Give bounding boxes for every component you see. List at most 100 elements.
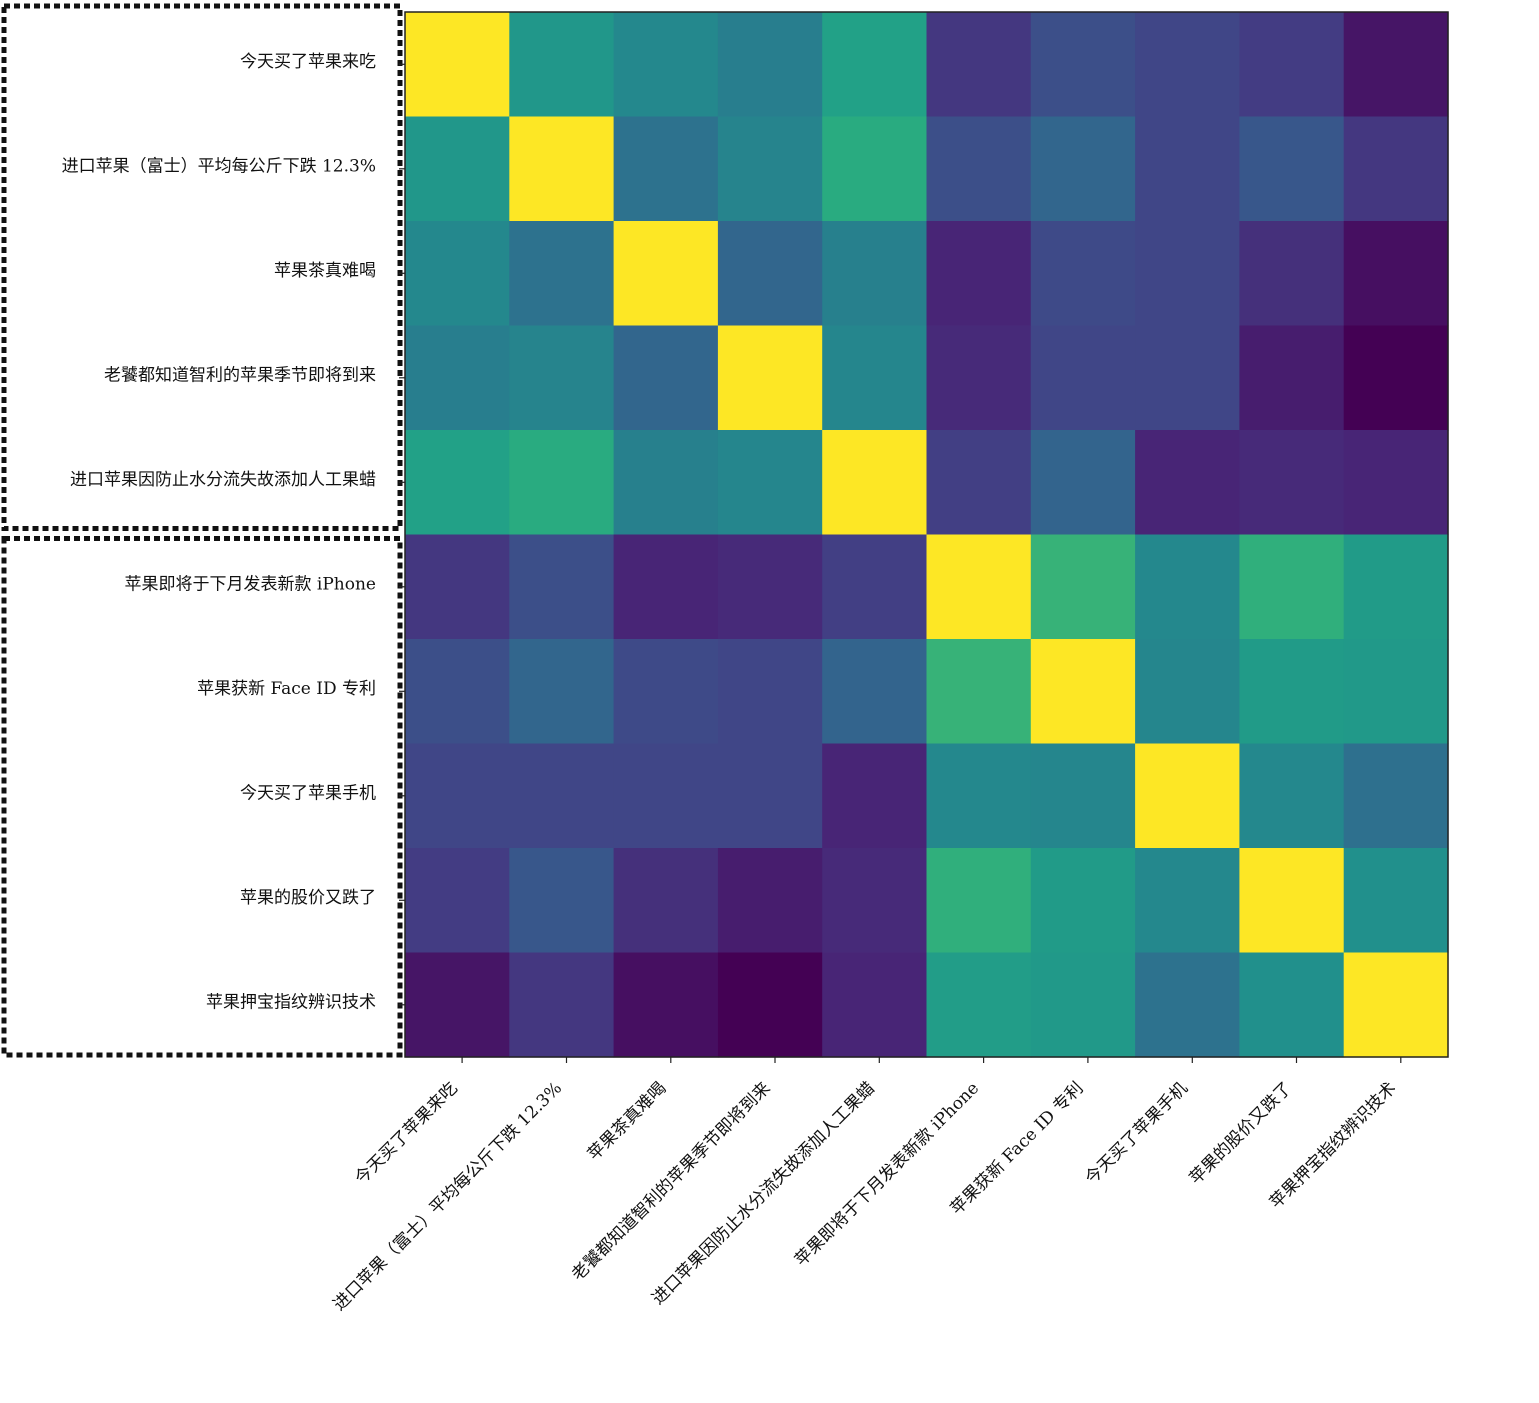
heatmap-cell-r8-c2 [613, 848, 719, 954]
heatmap-cell-r7-c9 [1343, 743, 1449, 849]
heatmap-cell-r0-c1 [509, 12, 615, 118]
y-tick-label-0: 今天买了苹果来吃 [240, 52, 376, 72]
group-box-1 [1, 3, 403, 531]
x-tick-label-8: 苹果的股价又跌了 [1186, 1078, 1296, 1188]
heatmap-cell-r9-c4 [822, 952, 928, 1058]
heatmap-cell-r1-c1 [509, 116, 615, 222]
heatmap-cell-r9-c2 [613, 952, 719, 1058]
heatmap-cell-r5-c4 [822, 534, 928, 640]
heatmap-cell-r3-c4 [822, 325, 928, 431]
heatmap-cell-r6-c2 [613, 639, 719, 745]
heatmap-cell-r8-c5 [926, 848, 1032, 954]
heatmap-cell-r3-c5 [926, 325, 1032, 431]
heatmap-cell-r3-c7 [1135, 325, 1240, 431]
x-tick-label-5: 苹果即将于下月发表新款 iPhone [791, 1078, 983, 1270]
heatmap-cell-r5-c9 [1343, 534, 1449, 640]
heatmap-cell-r0-c9 [1343, 12, 1449, 118]
heatmap-cell-r8-c9 [1343, 848, 1449, 954]
heatmap-cell-r9-c1 [509, 952, 615, 1058]
heatmap-cell-r7-c0 [405, 743, 510, 849]
heatmap-cell-r1-c5 [926, 116, 1032, 222]
heatmap-cell-r6-c9 [1343, 639, 1449, 745]
heatmap-cell-r7-c3 [717, 743, 823, 849]
heatmap-cell-r8-c8 [1239, 848, 1345, 954]
heatmap-cell-r1-c3 [717, 116, 823, 222]
heatmap-cell-r2-c8 [1239, 221, 1345, 327]
heatmap-cell-r5-c6 [1030, 534, 1136, 640]
heatmap-cell-r6-c3 [717, 639, 823, 745]
heatmap-cell-r4-c9 [1343, 430, 1449, 536]
heatmap-cell-r7-c7 [1135, 743, 1240, 849]
heatmap-cell-r3-c0 [405, 325, 510, 431]
heatmap-cell-r8-c3 [717, 848, 823, 954]
y-tick-label-1: 进口苹果（富士）平均每公斤下跌 12.3% [62, 156, 376, 176]
heatmap-cell-r1-c6 [1030, 116, 1136, 222]
heatmap-cell-r2-c6 [1030, 221, 1136, 327]
heatmap-cell-r0-c3 [717, 12, 823, 118]
heatmap-cell-r5-c0 [405, 534, 510, 640]
heatmap-cell-r3-c8 [1239, 325, 1345, 431]
heatmap-cell-r8-c1 [509, 848, 615, 954]
heatmap-cell-r7-c1 [509, 743, 615, 849]
heatmap-cell-r9-c8 [1239, 952, 1345, 1058]
heatmap-cell-r3-c9 [1343, 325, 1449, 431]
heatmap-cell-r5-c2 [613, 534, 719, 640]
heatmap-cell-r5-c7 [1135, 534, 1240, 640]
heatmap-cell-r4-c6 [1030, 430, 1136, 536]
heatmap-cell-r7-c5 [926, 743, 1032, 849]
heatmap-cell-r4-c4 [822, 430, 928, 536]
heatmap-cell-r2-c5 [926, 221, 1032, 327]
heatmap-cell-r6-c6 [1030, 639, 1136, 745]
y-tick-label-6: 苹果获新 Face ID 专利 [197, 679, 376, 699]
heatmap-cell-r1-c4 [822, 116, 928, 222]
heatmap-cell-r5-c1 [509, 534, 615, 640]
heatmap-cell-r7-c6 [1030, 743, 1136, 849]
heatmap-cell-r9-c5 [926, 952, 1032, 1058]
group-box-2 [1, 536, 403, 1058]
y-tick-label-3: 老饕都知道智利的苹果季节即将到来 [104, 365, 376, 385]
heatmap-cell-r4-c5 [926, 430, 1032, 536]
heatmap-cell-r5-c8 [1239, 534, 1345, 640]
heatmap-cell-r9-c6 [1030, 952, 1136, 1058]
heatmap-cell-r8-c7 [1135, 848, 1240, 954]
heatmap-cell-r2-c3 [717, 221, 823, 327]
heatmap-cell-r2-c0 [405, 221, 510, 327]
heatmap-cell-r3-c2 [613, 325, 719, 431]
heatmap-cell-r4-c8 [1239, 430, 1345, 536]
group-boxes [1, 3, 403, 1058]
heatmap-cells [405, 12, 1449, 1058]
y-tick-label-8: 苹果的股价又跌了 [240, 888, 376, 908]
heatmap-cell-r6-c0 [405, 639, 510, 745]
heatmap-cell-r1-c7 [1135, 116, 1240, 222]
heatmap-cell-r4-c1 [509, 430, 615, 536]
heatmap-cell-r3-c1 [509, 325, 615, 431]
heatmap-cell-r7-c2 [613, 743, 719, 849]
x-tick-label-7: 今天买了苹果手机 [1082, 1078, 1192, 1188]
heatmap-cell-r6-c4 [822, 639, 928, 745]
heatmap-cell-r0-c7 [1135, 12, 1240, 118]
heatmap-cell-r8-c6 [1030, 848, 1136, 954]
heatmap-cell-r2-c2 [613, 221, 719, 327]
heatmap-cell-r5-c5 [926, 534, 1032, 640]
heatmap-cell-r6-c8 [1239, 639, 1345, 745]
heatmap-cell-r3-c3 [717, 325, 823, 431]
heatmap-cell-r7-c4 [822, 743, 928, 849]
heatmap-cell-r0-c4 [822, 12, 928, 118]
x-tick-label-4: 进口苹果因防止水分流失故添加人工果蜡 [648, 1078, 879, 1309]
y-tick-label-9: 苹果押宝指纹辨识技术 [206, 992, 376, 1012]
heatmap-cell-r3-c6 [1030, 325, 1136, 431]
heatmap-cell-r4-c7 [1135, 430, 1240, 536]
heatmap-cell-r0-c0 [405, 12, 510, 118]
heatmap-cell-r7-c8 [1239, 743, 1345, 849]
heatmap-cell-r4-c2 [613, 430, 719, 536]
plot-frame [404, 11, 1449, 1058]
heatmap-cell-r4-c3 [717, 430, 823, 536]
heatmap-cell-r2-c9 [1343, 221, 1449, 327]
x-tick-label-3: 老饕都知道智利的苹果季节即将到来 [568, 1078, 774, 1284]
heatmap-cell-r0-c8 [1239, 12, 1345, 118]
x-tick-label-0: 今天买了苹果来吃 [351, 1078, 461, 1188]
heatmap-cell-r9-c7 [1135, 952, 1240, 1058]
